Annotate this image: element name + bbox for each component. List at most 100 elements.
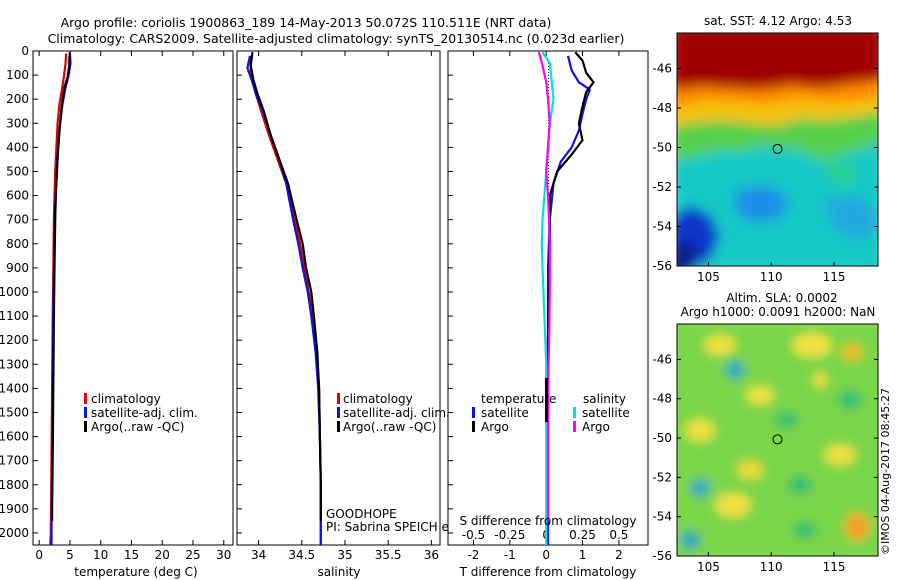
depth-axis-ticks: 0 100 200 300 400 500 600 700 800 900 1000 1100 1200… [0, 44, 38, 540]
lat-tick-label: -48 [652, 392, 672, 406]
legend-swatch-temp-satellite [472, 407, 475, 418]
sla-map-frame [676, 323, 879, 557]
s-diff-tick-label: -0.25 [494, 528, 525, 542]
lat-tick-label: -48 [652, 101, 672, 115]
y-tick-label: 1300 [0, 357, 29, 371]
legend-label-temp-satellite: satellite [481, 406, 529, 420]
temperature-axis-label: temperature (deg C) [74, 565, 197, 579]
legend-box [545, 378, 548, 422]
legend-label-argo: Argo(..raw -QC) [343, 420, 436, 434]
s-diff-tick-label: 0.25 [569, 528, 596, 542]
difference-panel: -2 -1 0 1 2 -0.5 -0.25 0 0.25 0.5 S difference f… [447, 50, 649, 579]
t-difference-axis-label: T difference from climatology [459, 565, 637, 579]
lat-tick-label: -46 [652, 62, 672, 76]
legend-label-sal-satellite: satellite [582, 406, 630, 420]
x-tick-label: 0 [35, 548, 43, 562]
t-difference-axis-ticks: -2 -1 0 1 2 [467, 51, 623, 562]
y-tick-label: 0 [21, 44, 29, 58]
y-tick-label: 400 [6, 140, 29, 154]
argo-location-marker [772, 143, 783, 154]
title-line-2: Climatology: CARS2009. Satellite-adjuste… [48, 31, 625, 46]
sla-longitude-ticks: 105 110 115 [697, 552, 846, 574]
y-tick-label: 1100 [0, 309, 29, 323]
project-annotation: GOODHOPE [326, 507, 397, 521]
series-line-2 [249, 52, 322, 521]
credit-text: ©IMOS 04-Aug-2017 08:45:27 [879, 388, 892, 555]
salinity-axis-ticks: 34 34.5 35 35.5 36 [251, 51, 439, 562]
x-tick-label: 25 [185, 548, 200, 562]
salinity-axis-label: salinity [317, 565, 360, 579]
s-difference-axis-label: S difference from climatology [460, 514, 637, 528]
lat-tick-label: -50 [652, 431, 672, 445]
legend-swatch-sal-argo [573, 421, 576, 432]
lon-tick-label: 105 [697, 560, 720, 574]
salinity-legend: climatology satellite-adj. clim. Argo(..… [337, 392, 450, 434]
sla-latitude-ticks: -46 -48 -50 -52 -54 -56 [652, 352, 878, 563]
argo-location-marker [772, 434, 783, 445]
legend-swatch-satellite [84, 407, 87, 418]
lat-tick-label: -56 [652, 549, 672, 563]
lat-tick-label: -50 [652, 141, 672, 155]
legend-label-argo: Argo(..raw -QC) [91, 420, 184, 434]
sst-map: sat. SST: 4.12 Argo: 4.53 -46 -48 -50 -52 -5… [652, 14, 879, 284]
series-line-2 [51, 52, 71, 521]
title-line-1: Argo profile: coriolis 1900863_189 14-Ma… [61, 15, 552, 30]
legend-label-temp-argo: Argo [481, 420, 509, 434]
temperature-panel: 0100200300400500600700800900100011001200… [0, 44, 234, 579]
lat-tick-label: -56 [652, 259, 672, 273]
x-tick-label: 34.5 [288, 548, 315, 562]
lat-tick-label: -46 [652, 352, 672, 366]
x-tick-label: 1 [579, 548, 587, 562]
legend-swatch-satellite [337, 407, 340, 418]
y-tick-label: 600 [6, 189, 29, 203]
x-tick-label: 2 [615, 548, 623, 562]
y-tick-label: 1700 [0, 454, 29, 468]
lat-tick-label: -52 [652, 180, 672, 194]
legend-label-climatology: climatology [343, 392, 413, 406]
legend-swatch-sal-satellite [573, 407, 576, 418]
legend-swatch-climatology [84, 393, 87, 404]
sst-map-frame [676, 32, 879, 267]
sst-map-title: sat. SST: 4.12 Argo: 4.53 [704, 14, 852, 28]
legend-label-satellite: satellite-adj. clim. [91, 406, 198, 420]
x-tick-label: 15 [124, 548, 139, 562]
sst-longitude-ticks: 105 110 115 [697, 262, 846, 284]
y-tick-label: 1200 [0, 333, 29, 347]
legend-title-temperature: temperature [481, 392, 556, 406]
lat-tick-label: -54 [652, 510, 672, 524]
s-diff-tick-label: 0.5 [609, 528, 628, 542]
sla-map: Altim. SLA: 0.0002 Argo h1000: 0.0091 h2… [652, 291, 879, 574]
x-tick-label: 35.5 [375, 548, 402, 562]
lat-tick-label: -54 [652, 220, 672, 234]
lon-tick-label: 115 [823, 270, 846, 284]
y-tick-label: 1900 [0, 502, 29, 516]
y-tick-label: 200 [6, 92, 29, 106]
y-tick-label: 1400 [0, 381, 29, 395]
temperature-axis-ticks: 0 5 10 15 20 25 30 [35, 51, 231, 562]
y-tick-label: 1000 [0, 285, 29, 299]
lon-tick-label: 105 [697, 270, 720, 284]
difference-legend: temperature satellite Argo salinity sate… [472, 378, 630, 434]
sla-field [677, 324, 878, 556]
legend-swatch-argo [337, 421, 340, 432]
y-tick-label: 1800 [0, 478, 29, 492]
y-tick-label: 800 [6, 237, 29, 251]
sst-latitude-ticks: -46 -48 -50 -52 -54 -56 [652, 62, 878, 273]
lon-tick-label: 115 [823, 560, 846, 574]
y-tick-label: 900 [6, 261, 29, 275]
temperature-profile-lines [49, 52, 72, 545]
legend-label-sal-argo: Argo [582, 420, 610, 434]
legend-label-satellite: satellite-adj. clim. [343, 406, 450, 420]
legend-swatch-argo [84, 421, 87, 432]
y-tick-label: 100 [6, 68, 29, 82]
y-tick-label: 1500 [0, 405, 29, 419]
x-tick-label: 0 [542, 548, 550, 562]
sla-map-title: Altim. SLA: 0.0002 [726, 291, 837, 305]
lat-tick-label: -52 [652, 470, 672, 484]
sst-field [677, 33, 878, 266]
x-tick-label: -2 [467, 548, 479, 562]
temperature-legend: climatology satellite-adj. clim. Argo(..… [84, 392, 198, 434]
y-tick-label: 700 [6, 213, 29, 227]
x-tick-label: 30 [216, 548, 231, 562]
